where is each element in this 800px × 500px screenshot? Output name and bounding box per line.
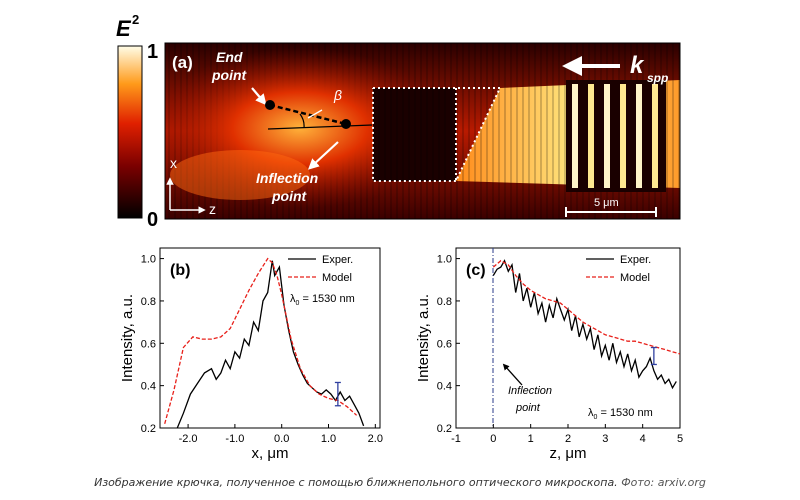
panel-c-ylabel: Intensity, a.u.	[415, 294, 432, 382]
chartC-series-model	[492, 259, 680, 355]
inflection-point-dot	[341, 119, 351, 129]
panel-a-image	[164, 42, 681, 220]
chartC-error-bar	[650, 346, 657, 366]
panel-b-legend-model: Model	[322, 272, 352, 284]
chartB-xtick-label: -2.0	[179, 433, 198, 445]
colorbar-label-sup: 2	[132, 12, 139, 27]
chartB-xtick-label: 2.0	[368, 433, 383, 445]
panel-b-legend-exper: Exper.	[322, 254, 353, 266]
panel-c-chart: -1 0 1 2 3 4 5 0.2 0.4 0.6 0.8 1.0 (c) Exper. Model…	[415, 247, 683, 462]
scale-bar-label: 5 μm	[594, 197, 619, 209]
panel-c-inflection-label-2: point	[515, 402, 541, 414]
end-point-dot	[265, 100, 275, 110]
chartC-ytick-label: 0.4	[437, 381, 452, 393]
chartC-ytick-label: 1.0	[437, 254, 452, 266]
panel-b-chart: -2.0 -1.0 0.0 1.0 2.0 0.2 0.4 0.6 0.8 1.0 (b) Exp…	[119, 247, 383, 462]
inflection-arrow	[307, 141, 339, 170]
chartC-series-exper	[492, 259, 677, 390]
colorbar-label: E	[116, 16, 132, 41]
chartC-xtick-label: -1	[451, 433, 461, 445]
inflection-label-2: point	[271, 188, 308, 204]
chartB-ytick-label: 0.6	[141, 338, 156, 350]
panel-b-lambda: λ0 = 1530 nm	[290, 293, 355, 307]
z-axis-label: z	[209, 201, 216, 217]
panel-a-annotations: (a) End point β Inflection point k spp x…	[166, 49, 668, 217]
chartC-xtick-label: 2	[565, 433, 571, 445]
caption-text: Изображение крючка, полученное с помощью…	[94, 476, 618, 489]
end-point-label-2: point	[211, 67, 248, 83]
chartC-xtick-label: 0	[490, 433, 496, 445]
dashed-line	[269, 103, 347, 126]
chartC-ytick-label: 0.2	[437, 423, 452, 435]
chartC-xtick-label: 3	[602, 433, 608, 445]
panel-c-lambda: λ0 = 1530 nm	[588, 407, 653, 421]
chartB-ytick-label: 0.8	[141, 296, 156, 308]
panel-b-ylabel: Intensity, a.u.	[119, 294, 136, 382]
chartC-ytick-label: 0.6	[437, 338, 452, 350]
chartB-error-bar	[334, 381, 341, 407]
colorbar-max: 1	[147, 41, 158, 63]
chartC-xtick-label: 1	[528, 433, 534, 445]
panel-c-legend-model: Model	[620, 272, 650, 284]
inflection-label-1: Inflection	[256, 170, 318, 186]
beta-pointer	[307, 109, 323, 119]
panel-c-inflection-label-1: Inflection	[508, 385, 552, 397]
end-point-arrow	[251, 87, 267, 106]
beta-label: β	[333, 87, 342, 103]
chartB-ytick-label: 1.0	[141, 254, 156, 266]
panel-c-xlabel: z, μm	[550, 445, 587, 462]
chartB-series-exper	[176, 260, 365, 428]
axis-line	[267, 124, 373, 130]
x-axis-label: x	[170, 155, 177, 171]
end-point-label-1: End	[216, 49, 243, 65]
figure-caption: Изображение крючка, полученное с помощью…	[0, 476, 800, 489]
kspp-sub: spp	[647, 71, 668, 85]
chartB-xtick-label: 0.0	[274, 433, 289, 445]
panel-c-inflection-arrow	[502, 363, 523, 386]
chartB-series-model	[164, 257, 358, 424]
chartB-ytick-label: 0.2	[141, 423, 156, 435]
chartB-ytick-label: 0.4	[141, 381, 156, 393]
panel-b-frame	[159, 247, 381, 429]
kspp-label: k	[630, 52, 645, 79]
chartC-xtick-label: 5	[677, 433, 683, 445]
panel-a-label: (a)	[172, 53, 193, 72]
panel-c-legend-exper: Exper.	[620, 254, 651, 266]
colorbar-min: 0	[147, 209, 158, 231]
chartB-xtick-label: 1.0	[321, 433, 336, 445]
colorbar: E 2 1 0	[116, 12, 158, 231]
beta-arc	[299, 113, 305, 129]
panel-b-label: (b)	[170, 262, 190, 279]
chartB-xtick-label: -1.0	[225, 433, 244, 445]
chartC-ytick-label: 0.8	[437, 296, 452, 308]
panel-c-label: (c)	[466, 262, 486, 279]
chartC-xtick-label: 4	[640, 433, 646, 445]
caption-credit: Фото: arxiv.org	[621, 476, 706, 489]
panel-b-xlabel: x, μm	[252, 445, 289, 462]
